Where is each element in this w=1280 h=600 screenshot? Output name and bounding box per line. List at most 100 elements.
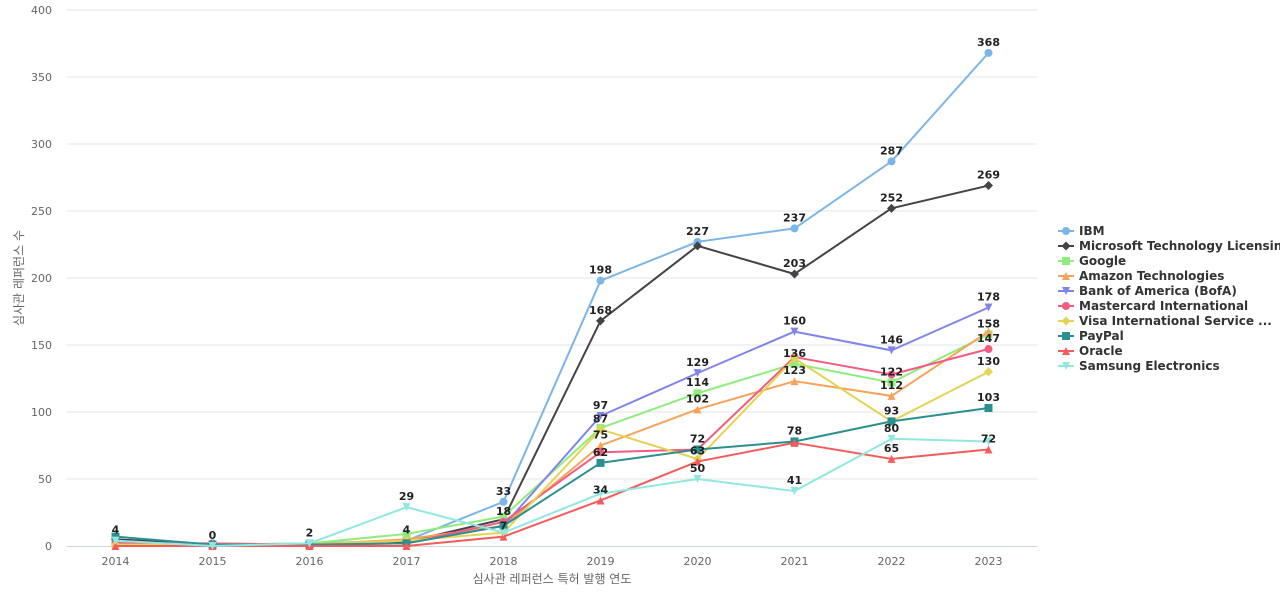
- series-line: [114, 437, 990, 547]
- data-label: 102: [686, 392, 709, 405]
- grid-lines: [67, 9, 1037, 480]
- series-6: [111, 353, 993, 550]
- data-label: 103: [977, 391, 1000, 404]
- data-point: [402, 542, 411, 550]
- series-line: [114, 441, 990, 547]
- y-tick-label: 300: [31, 138, 52, 151]
- data-point: [790, 438, 799, 447]
- data-label: 80: [884, 422, 900, 435]
- data-label: 112: [880, 379, 903, 392]
- legend-item[interactable]: Oracle: [1058, 344, 1123, 358]
- data-label: 93: [884, 404, 899, 417]
- legend-item[interactable]: Mastercard International: [1058, 299, 1248, 313]
- data-label: 227: [686, 225, 709, 238]
- legend-item[interactable]: Bank of America (BofA): [1058, 284, 1237, 298]
- data-point: [596, 496, 605, 505]
- data-point: [111, 542, 120, 550]
- data-label: 123: [783, 364, 806, 377]
- data-point: [984, 327, 993, 336]
- legend-label: Amazon Technologies: [1079, 269, 1224, 283]
- legend-label: Oracle: [1079, 344, 1123, 358]
- data-point: [984, 303, 993, 312]
- data-point: [111, 532, 120, 541]
- y-tick-label: 150: [31, 339, 52, 352]
- series-line: [114, 406, 990, 546]
- data-point: [402, 503, 411, 512]
- data-point: [596, 489, 605, 498]
- y-tick-label: 200: [31, 272, 52, 285]
- data-point: [790, 224, 799, 233]
- data-point: [790, 487, 799, 496]
- data-point: [887, 203, 896, 213]
- legend-symbol: [1062, 347, 1070, 355]
- y-tick-label: 0: [45, 540, 52, 553]
- legend-label: Microsoft Technology Licensing: [1079, 239, 1280, 253]
- data-label: 72: [690, 433, 705, 446]
- legend-item[interactable]: Samsung Electronics: [1058, 359, 1220, 373]
- legend-label: Google: [1079, 254, 1126, 268]
- series-line: [114, 348, 990, 546]
- data-label: 62: [593, 446, 608, 459]
- legend-symbol: [1062, 227, 1070, 235]
- data-point: [499, 521, 508, 530]
- data-label: 63: [690, 445, 705, 458]
- legend-item[interactable]: Microsoft Technology Licensing: [1058, 239, 1280, 253]
- x-tick-label: 2019: [587, 555, 615, 568]
- y-tick-label: 100: [31, 406, 52, 419]
- data-point: [887, 417, 896, 426]
- series-group: [111, 48, 993, 550]
- x-tick-label: 2014: [102, 555, 130, 568]
- legend-item[interactable]: IBM: [1058, 224, 1105, 238]
- data-point: [693, 389, 702, 398]
- legend-symbol: [1062, 287, 1070, 295]
- legend-symbol: [1062, 332, 1070, 340]
- legend-label: Bank of America (BofA): [1079, 284, 1237, 298]
- data-label: 75: [593, 429, 608, 442]
- series-7: [111, 403, 993, 549]
- legend-item[interactable]: Visa International Service ...: [1058, 314, 1272, 328]
- x-tick-label: 2016: [296, 555, 324, 568]
- data-point: [693, 369, 702, 378]
- data-point: [984, 403, 993, 412]
- data-label: 168: [589, 304, 612, 317]
- data-label: 87: [593, 412, 608, 425]
- data-label: 158: [977, 317, 1000, 330]
- legend-label: Samsung Electronics: [1079, 359, 1220, 373]
- data-label: 130: [977, 355, 1000, 368]
- x-tick-label: 2020: [684, 555, 712, 568]
- data-point: [402, 529, 411, 538]
- data-point: [887, 370, 896, 379]
- data-point: [693, 445, 702, 454]
- data-point: [596, 441, 605, 450]
- data-point: [208, 542, 217, 550]
- data-point: [111, 536, 120, 545]
- data-point: [790, 353, 799, 363]
- data-point: [596, 412, 605, 421]
- data-point: [984, 345, 993, 354]
- x-tick-label: 2017: [393, 555, 421, 568]
- data-point: [596, 276, 605, 285]
- data-label: 122: [880, 366, 903, 379]
- data-point: [596, 424, 605, 434]
- x-axis: 2014 2015 2016 2017 2018 2019 2020 2021 2022 2023: [67, 546, 1037, 568]
- data-label: 237: [783, 211, 806, 224]
- y-tick-label: 400: [31, 4, 52, 17]
- data-label: 0: [209, 529, 217, 542]
- legend-item[interactable]: Google: [1058, 254, 1126, 268]
- x-tick-label: 2023: [975, 555, 1003, 568]
- data-label: 198: [589, 264, 612, 277]
- data-label: 160: [783, 315, 806, 328]
- series-4: [111, 303, 993, 549]
- data-label: 33: [496, 485, 511, 498]
- data-point: [596, 316, 605, 326]
- legend-item[interactable]: PayPal: [1058, 329, 1124, 343]
- legend-item[interactable]: Amazon Technologies: [1058, 269, 1224, 283]
- legend-label: IBM: [1079, 224, 1105, 238]
- data-point: [887, 346, 896, 355]
- series-3: [111, 327, 993, 549]
- data-label: 269: [977, 169, 1000, 182]
- data-label: 97: [593, 399, 608, 412]
- data-label: 203: [783, 257, 806, 270]
- data-label: 65: [884, 442, 899, 455]
